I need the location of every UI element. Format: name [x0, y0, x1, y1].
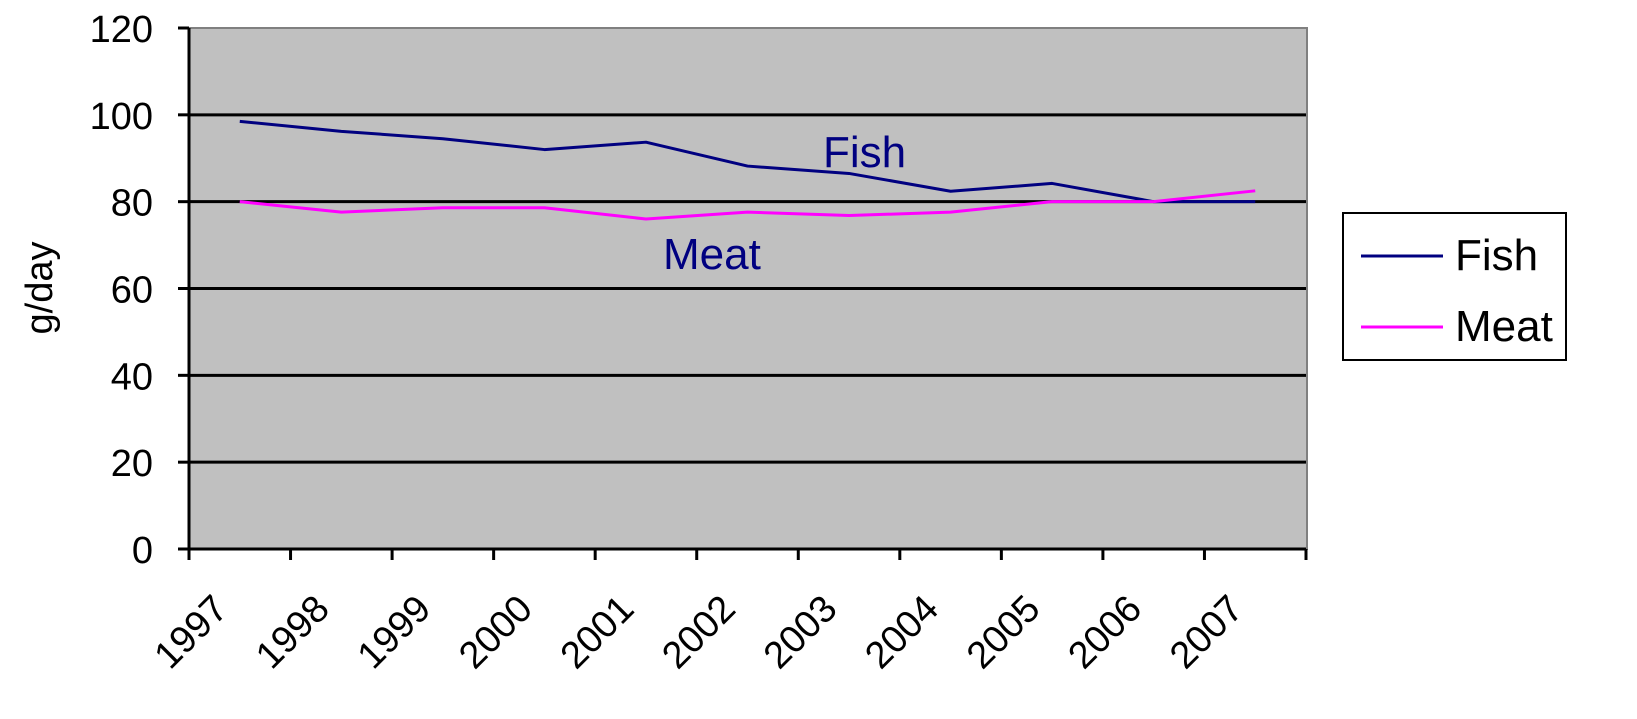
series-line-meat — [239, 189, 1256, 221]
x-tick-label: 2005 — [959, 588, 1048, 677]
legend-label-meat: Meat — [1455, 302, 1553, 351]
series-lines — [239, 119, 1256, 221]
x-tick-label: 2000 — [451, 588, 540, 677]
y-tick-label: 40 — [111, 356, 153, 398]
x-tick-label: 2002 — [654, 588, 743, 677]
annotation-fish: Fish — [823, 128, 906, 177]
y-tick-label: 80 — [111, 183, 153, 225]
legend: Fish Meat — [1342, 212, 1567, 361]
y-tick-label: 120 — [90, 9, 153, 51]
x-tick-label: 1998 — [248, 588, 337, 677]
x-tick-label: 2007 — [1162, 588, 1251, 677]
series-line-fish — [239, 119, 1256, 204]
annotation-meat: Meat — [663, 230, 761, 279]
x-tick-label: 2006 — [1061, 588, 1150, 677]
annotations: Fish Meat — [663, 128, 906, 279]
x-tick-label: 1997 — [147, 588, 236, 677]
legend-label-fish: Fish — [1455, 231, 1538, 280]
y-tick-label: 100 — [90, 96, 153, 138]
x-axis-ticks: 1997 1998 1999 2000 2001 2002 2003 2004 2005 2006… — [147, 549, 1308, 677]
x-tick-label: 2001 — [553, 588, 642, 677]
y-tick-label: 20 — [111, 443, 153, 485]
legend-box — [1342, 212, 1567, 361]
x-tick-label: 2003 — [756, 588, 845, 677]
gridlines — [189, 113, 1306, 464]
y-tick-label: 60 — [111, 270, 153, 312]
y-tick-label: 0 — [132, 530, 153, 572]
x-tick-label: 2004 — [857, 588, 946, 677]
y-axis-ticks: 0 20 40 60 80 100 120 — [90, 9, 189, 572]
y-axis-label: g/day — [19, 242, 61, 335]
x-tick-label: 1999 — [350, 588, 439, 677]
